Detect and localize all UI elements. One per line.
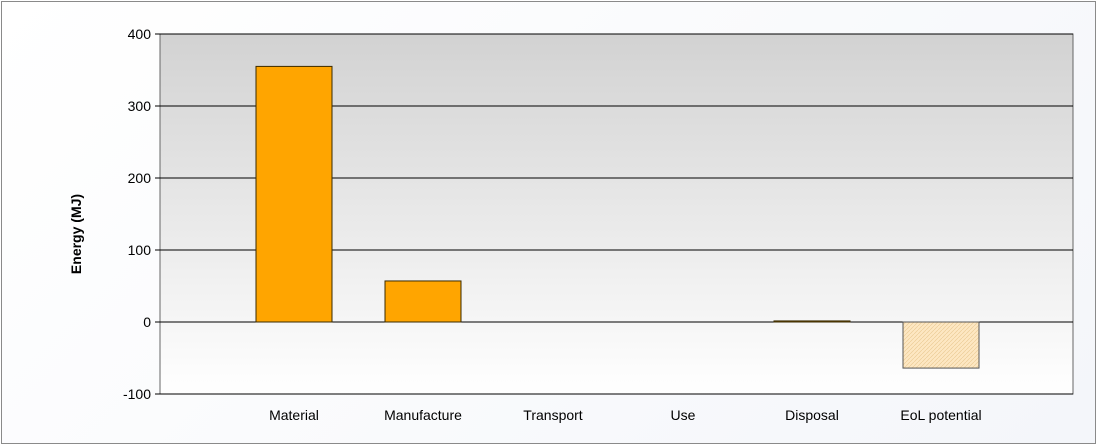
y-tick-label: 400 — [128, 26, 152, 42]
y-tick-label: 100 — [128, 242, 152, 258]
x-category-label: Use — [671, 407, 696, 423]
x-category-label: Material — [269, 407, 319, 423]
y-tick-label: 200 — [128, 170, 152, 186]
bar-material — [255, 65, 333, 323]
y-tick-labels: -100 0 100 200 300 400 — [123, 26, 151, 402]
x-category-labels: Material Manufacture Transport Use Disposal E… — [269, 407, 982, 423]
bar-disposal — [773, 320, 851, 323]
bar-manufacture — [384, 280, 462, 323]
x-category-label: EoL potential — [900, 407, 981, 423]
y-tick-label: 300 — [128, 98, 152, 114]
y-tick-label: -100 — [123, 386, 151, 402]
bar-eol-potential — [902, 321, 980, 369]
y-tick-label: 0 — [143, 314, 151, 330]
y-axis-title: Energy (MJ) — [68, 194, 84, 274]
x-category-label: Transport — [523, 407, 583, 423]
x-category-label: Manufacture — [384, 407, 462, 423]
bars — [255, 65, 980, 369]
x-category-label: Disposal — [785, 407, 839, 423]
